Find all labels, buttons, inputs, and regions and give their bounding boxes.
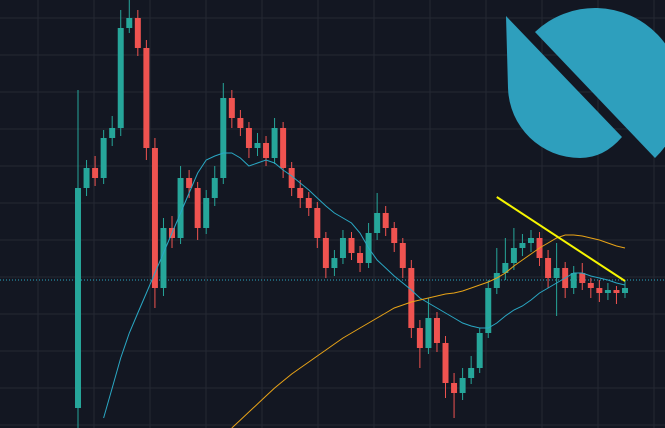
candle-body <box>92 168 99 178</box>
candle-body <box>493 273 500 288</box>
candle-body <box>271 128 278 158</box>
candle-body <box>237 118 244 128</box>
candle-body <box>613 290 620 293</box>
candle-body <box>519 243 526 248</box>
candle-body <box>570 273 577 288</box>
candle-body <box>288 168 295 188</box>
candle-body <box>468 368 475 378</box>
candle-body <box>220 98 227 178</box>
candle-body <box>203 198 210 228</box>
moving-average <box>103 152 626 419</box>
candle-body <box>100 138 107 178</box>
candle-body <box>160 228 167 288</box>
candle-body <box>485 288 492 333</box>
candle-body <box>117 28 124 128</box>
trendline <box>496 196 626 282</box>
candle-body <box>314 208 321 238</box>
candle-body <box>476 333 483 368</box>
candle-body <box>126 18 133 28</box>
candle-body <box>75 188 81 408</box>
candle-body <box>357 253 364 263</box>
candle-body <box>545 258 552 278</box>
candle-body <box>151 148 158 288</box>
candle-body <box>622 288 628 293</box>
candle-body <box>305 198 312 208</box>
candle-body <box>425 318 432 348</box>
candle-body <box>451 383 458 393</box>
candle-body <box>553 268 560 278</box>
candle-body <box>254 143 261 148</box>
candle-body <box>194 188 201 228</box>
candle-body <box>596 288 603 293</box>
candle-body <box>109 128 116 138</box>
candle-body <box>374 213 381 233</box>
candle-body <box>399 243 406 268</box>
candle-body <box>604 290 611 293</box>
logo-right <box>535 8 665 158</box>
candle-body <box>408 268 415 328</box>
candle-body <box>177 178 184 238</box>
candle-body <box>134 18 141 48</box>
candle-body <box>391 228 398 243</box>
candle-body <box>143 48 150 148</box>
candle-body <box>382 213 389 228</box>
candle-body <box>348 238 355 253</box>
candle-body <box>331 258 338 268</box>
candle-body <box>297 188 304 198</box>
candle-body <box>510 248 517 263</box>
logo-left <box>506 16 622 159</box>
candle-body <box>186 178 193 188</box>
candle-body <box>263 143 270 158</box>
candle-body <box>245 128 252 148</box>
candle-body <box>579 273 586 283</box>
candle-body <box>211 178 218 198</box>
candle-body <box>280 128 287 168</box>
candle-body <box>228 98 235 118</box>
candle-body <box>322 238 329 268</box>
candle-body <box>433 318 440 343</box>
candle-body <box>339 238 346 258</box>
candle-body <box>587 283 594 288</box>
candle-body <box>442 343 449 383</box>
candle-body <box>502 263 509 273</box>
candle-body <box>416 328 423 348</box>
logo <box>506 8 665 159</box>
candle-body <box>527 238 534 243</box>
candle-body <box>459 378 466 393</box>
candle-body <box>83 168 90 188</box>
